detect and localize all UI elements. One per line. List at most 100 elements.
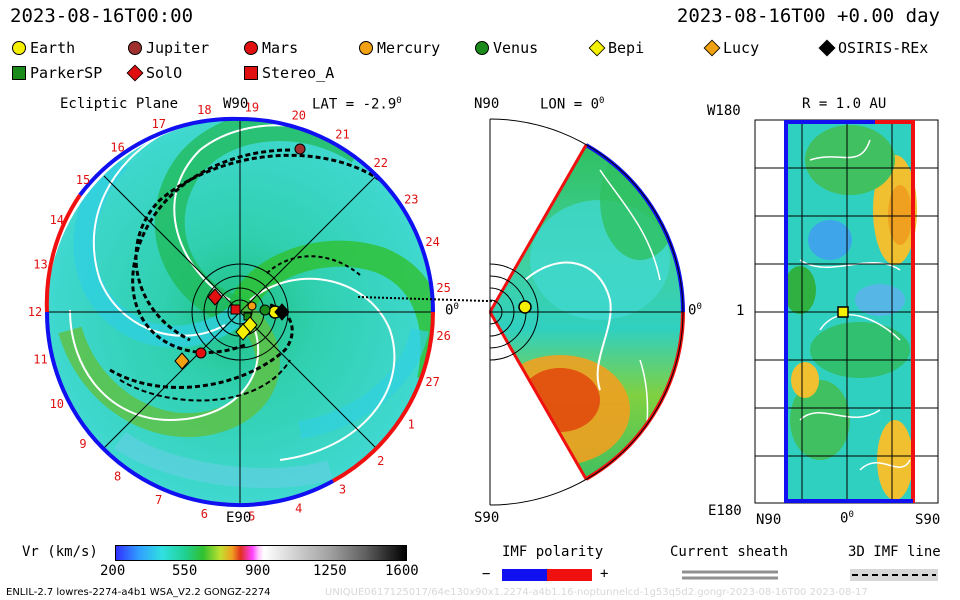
map-earth-marker xyxy=(837,306,849,318)
meridional-lon-label: LON = 00 xyxy=(540,96,605,113)
rotation-number: 6 xyxy=(201,507,208,521)
current-sheath-label: Current sheath xyxy=(670,544,789,560)
rotation-number: 24 xyxy=(425,235,439,249)
map-x-left-label: N90 xyxy=(756,512,782,528)
rotation-number: 16 xyxy=(110,141,124,155)
legend-mercury: Mercury xyxy=(359,39,440,57)
ecliptic-right-label: 00 xyxy=(445,302,459,319)
colorbar-tick-200: 200 xyxy=(100,563,126,579)
solo-marker xyxy=(207,288,223,306)
venus-symbol-icon xyxy=(475,41,489,55)
rotation-number: 3 xyxy=(339,483,346,497)
footer-left: ENLIL-2.7 lowres-2274-a4b1 WSA_V2.2 GONG… xyxy=(6,587,271,598)
rotation-number: 11 xyxy=(33,352,47,366)
ecliptic-rim-blue-sw xyxy=(44,311,112,457)
meridional-bottom-label: S90 xyxy=(474,510,500,526)
imf-polarity-plus: + xyxy=(600,566,609,582)
velocity-colorbar xyxy=(115,545,407,561)
rotation-number: 23 xyxy=(404,192,418,206)
rotation-number: 8 xyxy=(114,469,121,483)
imf-polarity-positive xyxy=(547,569,592,581)
rotation-number: 10 xyxy=(50,397,64,411)
legend-parkersp: ParkerSP xyxy=(12,64,102,82)
mercury-symbol-icon xyxy=(359,41,373,55)
map-structure xyxy=(784,125,917,500)
imf-line-label: 3D IMF line xyxy=(848,544,941,560)
map-mid-left-label: 1 xyxy=(736,303,745,319)
meridional-edge-top xyxy=(488,144,588,313)
mars-marker xyxy=(195,347,207,359)
ecliptic-rim-red-w xyxy=(44,193,82,313)
legend-solo: SolO xyxy=(126,64,182,82)
rotation-number: 7 xyxy=(155,493,162,507)
ecliptic-title: Ecliptic Plane xyxy=(60,96,179,112)
legend-mars: Mars xyxy=(244,39,298,57)
ecliptic-top-label: W90 xyxy=(223,96,249,112)
rotation-number: 21 xyxy=(335,128,349,142)
colorbar-tick-550: 550 xyxy=(172,563,198,579)
stereo-a-symbol-icon xyxy=(244,66,258,80)
rotation-number: 15 xyxy=(76,173,90,187)
lucy-marker xyxy=(174,352,190,370)
rotation-number: 22 xyxy=(373,156,387,170)
rotation-number: 17 xyxy=(152,117,166,131)
parkersp-symbol-icon xyxy=(12,66,26,80)
map-x-mid-label: 00 xyxy=(840,510,854,527)
date-right: 2023-08-16T00 +0.00 day xyxy=(676,5,940,27)
date-left: 2023-08-16T00:00 xyxy=(10,5,194,27)
imf-polarity-negative xyxy=(502,569,547,581)
ecliptic-rim-blue-s xyxy=(108,453,334,507)
colorbar-tick-1600: 1600 xyxy=(385,563,419,579)
meridional-top-label: N90 xyxy=(474,96,500,112)
meridional-earth-marker xyxy=(518,300,532,314)
meridional-edge-bottom xyxy=(488,311,588,480)
osiris-rex-marker xyxy=(274,303,290,321)
footer-right: UNIQUE0617125017/64e130x90x1.2274-a4b1.1… xyxy=(325,587,868,598)
legend-bepi: Bepi xyxy=(588,39,644,57)
legend-osiris-rex: OSIRIS-REx xyxy=(818,39,928,57)
rotation-number: 27 xyxy=(425,375,439,389)
bepi-marker-2 xyxy=(235,323,251,341)
rotation-number: 1 xyxy=(408,418,415,432)
rotation-number: 19 xyxy=(245,100,259,114)
earth-symbol-icon xyxy=(12,41,26,55)
latlon-map-plot xyxy=(754,119,939,504)
map-x-right-label: S90 xyxy=(915,512,941,528)
imf-polarity-label: IMF polarity xyxy=(502,544,604,560)
map-title: R = 1.0 AU xyxy=(802,96,887,112)
rotation-number: 20 xyxy=(292,109,306,123)
rotation-number: 2 xyxy=(377,454,384,468)
earth-link-line xyxy=(357,296,521,303)
venus-marker xyxy=(259,304,271,316)
ecliptic-bottom-label: E90 xyxy=(226,510,252,526)
rotation-number: 9 xyxy=(79,437,86,451)
rotation-number: 12 xyxy=(28,305,42,319)
colorbar-tick-1250: 1250 xyxy=(313,563,347,579)
colorbar-label: Vr (km/s) xyxy=(22,544,98,560)
colorbar-tick-900: 900 xyxy=(245,563,271,579)
ecliptic-rim-blue-nw xyxy=(78,116,241,197)
map-top-left-label: W180 xyxy=(707,103,741,119)
rotation-number: 26 xyxy=(436,329,450,343)
legend-stereo-a: Stereo_A xyxy=(244,64,334,82)
imf-polarity-minus: − xyxy=(482,566,491,582)
map-bottom-left-label: E180 xyxy=(708,503,742,519)
ecliptic-plane-plot xyxy=(44,116,521,507)
ecliptic-lat-label: LAT = -2.90 xyxy=(312,96,402,113)
mars-symbol-icon xyxy=(244,41,258,55)
legend-venus: Venus xyxy=(475,39,538,57)
legend-earth: Earth xyxy=(12,39,75,57)
mercury-marker xyxy=(247,301,257,311)
rotation-number: 14 xyxy=(50,213,64,227)
ecliptic-rim-blue-ne xyxy=(239,117,435,313)
rotation-number: 4 xyxy=(295,501,302,515)
ecliptic-rim-red-se xyxy=(332,311,435,483)
rotation-number: 5 xyxy=(248,510,255,524)
legend-jupiter: Jupiter xyxy=(128,39,209,57)
rotation-number: 25 xyxy=(436,281,450,295)
meridional-right-label: 00 xyxy=(688,302,702,319)
legend-lucy: Lucy xyxy=(703,39,759,57)
jupiter-marker xyxy=(294,143,306,155)
